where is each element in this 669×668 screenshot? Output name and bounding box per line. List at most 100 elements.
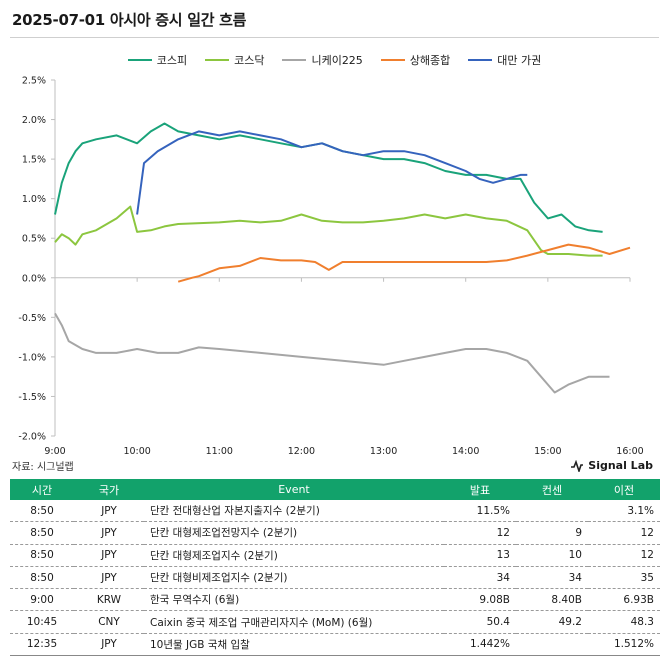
x-tick-label: 11:00 (206, 446, 233, 457)
page-title: 2025-07-01 아시아 증시 일간 흐름 (12, 11, 247, 29)
cell-consensus: 9 (516, 521, 588, 545)
x-tick-label: 14:00 (452, 446, 479, 457)
cell-country: CNY (74, 610, 144, 634)
x-tick-label: 9:00 (44, 446, 65, 457)
cell-previous: 12 (588, 521, 660, 545)
cell-country: JPY (74, 521, 144, 545)
table-row: 8:50 JPY 단칸 대형제조업지수 (2분기) 13 10 12 (10, 544, 660, 567)
x-tick-label: 15:00 (534, 446, 561, 457)
x-tick-label: 16:00 (616, 446, 643, 457)
cell-event: 단칸 전대형산업 자본지출지수 (2분기) (144, 500, 444, 523)
table-row: 9:00 KRW 한국 무역수지 (6월) 9.08B 8.40B 6.93B (10, 588, 660, 612)
cell-previous: 1.512% (588, 633, 660, 657)
series-line-코스피 (54, 122, 603, 233)
header-consensus: 컨센 (516, 479, 588, 500)
cell-actual: 9.08B (444, 588, 516, 612)
cell-event: 단칸 대형제조업전망지수 (2분기) (144, 521, 444, 545)
cell-actual: 50.4 (444, 610, 516, 634)
series-line-대만 가권 (136, 130, 528, 215)
chart-legend: 코스피 코스닥 니케이225 상해종합 대만 가권 (0, 52, 669, 68)
legend-item: 코스피 (127, 52, 188, 68)
cell-actual: 1.442% (444, 633, 516, 657)
legend-item: 니케이225 (282, 52, 363, 68)
cell-consensus: 49.2 (516, 610, 588, 634)
table-row: 10:45 CNY Caixin 중국 제조업 구매관리자지수 (MoM) (6… (10, 610, 660, 634)
cell-event: Caixin 중국 제조업 구매관리자지수 (MoM) (6월) (144, 610, 444, 634)
cell-actual: 34 (444, 566, 516, 590)
cell-time: 12:35 (10, 633, 74, 657)
y-tick-label: 0.0% (22, 273, 46, 284)
cell-consensus: 10 (516, 544, 588, 567)
cell-previous: 12 (588, 544, 660, 567)
cell-consensus: 8.40B (516, 588, 588, 612)
table-row: 8:50 JPY 단칸 대형제조업전망지수 (2분기) 12 9 12 (10, 521, 660, 545)
cell-actual: 11.5% (444, 500, 516, 523)
legend-item: 코스닥 (205, 52, 264, 68)
legend-swatch (127, 59, 152, 61)
cell-consensus: 34 (516, 566, 588, 590)
y-tick-label: -1.5% (18, 392, 46, 403)
table-row: 12:35 JPY 10년물 JGB 국채 입찰 1.442% 1.512% (10, 633, 660, 657)
cell-country: JPY (74, 566, 144, 590)
economic-events-table: 시간 국가 Event 발표 컨센 이전 8:50 JPY 단칸 전대형산업 자… (10, 479, 660, 657)
cell-previous: 6.93B (588, 588, 660, 612)
cell-event: 10년물 JGB 국채 입찰 (144, 633, 444, 657)
cell-actual: 12 (444, 521, 516, 545)
legend-label: 코스피 (156, 54, 188, 67)
y-tick-label: 1.0% (22, 194, 46, 205)
header-time: 시간 (10, 479, 74, 500)
intraday-line-chart: 2.5% 2.0% 1.5% 1.0% 0.5% 0.0% -0.5% -1.0% -1.5% -… (18, 76, 643, 458)
cell-consensus (516, 633, 588, 657)
table-row: 8:50 JPY 단칸 대형비제조업지수 (2분기) 34 34 35 (10, 566, 660, 590)
y-tick-label: 0.5% (22, 234, 46, 245)
legend-swatch (282, 59, 307, 61)
legend-label: 니케이225 (311, 54, 363, 67)
cell-previous: 35 (588, 566, 660, 590)
source-note: 자료: 시그널랩 (12, 462, 74, 473)
y-tick-label: 2.5% (22, 76, 46, 87)
cell-actual: 13 (444, 544, 516, 567)
legend-label: 코스닥 (234, 54, 265, 67)
x-tick-label: 13:00 (370, 446, 397, 457)
y-tick-label: -2.0% (18, 432, 46, 443)
cell-country: JPY (74, 544, 144, 567)
legend-swatch (205, 59, 230, 61)
series-line-니케이225 (54, 312, 610, 394)
cell-country: JPY (74, 500, 144, 523)
cell-time: 8:50 (10, 544, 74, 567)
legend-label: 대만 가권 (497, 54, 542, 67)
cell-time: 8:50 (10, 500, 74, 523)
cell-event: 한국 무역수지 (6월) (144, 588, 444, 612)
table-header-row: 시간 국가 Event 발표 컨센 이전 (10, 479, 660, 500)
signal-wave-icon (571, 459, 584, 472)
y-tick-label: -1.0% (18, 352, 46, 363)
legend-swatch (468, 59, 493, 61)
cell-previous: 3.1% (588, 500, 660, 523)
cell-country: KRW (74, 588, 144, 612)
header-previous: 이전 (588, 479, 660, 500)
header-country: 국가 (74, 479, 144, 500)
table-row: 8:50 JPY 단칸 전대형산업 자본지출지수 (2분기) 11.5% 3.1… (10, 500, 660, 523)
cell-time: 8:50 (10, 521, 74, 545)
cell-previous: 48.3 (588, 610, 660, 634)
header-event: Event (144, 479, 444, 500)
x-tick-label: 12:00 (288, 446, 315, 457)
cell-country: JPY (74, 633, 144, 657)
legend-item: 상해종합 (380, 52, 451, 68)
x-tick-label: 10:00 (123, 446, 150, 457)
header-actual: 발표 (444, 479, 516, 500)
brand-name: Signal Lab (588, 459, 653, 472)
y-tick-label: 1.5% (22, 155, 46, 166)
y-tick-label: 2.0% (22, 115, 46, 126)
cell-event: 단칸 대형비제조업지수 (2분기) (144, 566, 444, 590)
cell-time: 8:50 (10, 566, 74, 590)
series-line-코스닥 (54, 205, 603, 257)
title-divider (10, 37, 659, 38)
series-line-상해종합 (177, 243, 631, 283)
legend-item: 대만 가권 (468, 52, 541, 68)
legend-swatch (380, 59, 405, 61)
legend-label: 상해종합 (409, 54, 451, 67)
cell-time: 9:00 (10, 588, 74, 612)
y-tick-label: -0.5% (18, 313, 46, 324)
cell-event: 단칸 대형제조업지수 (2분기) (144, 544, 444, 567)
